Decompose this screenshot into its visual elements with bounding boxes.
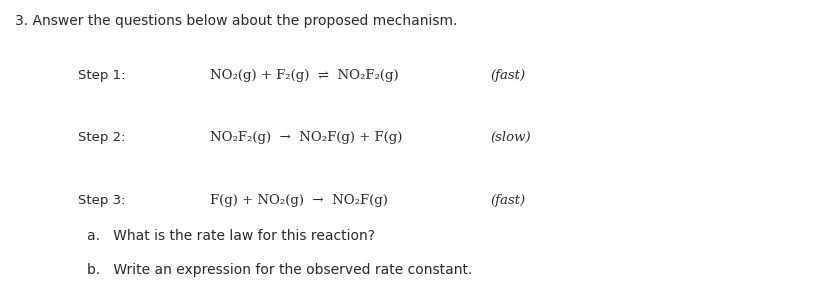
Text: b.   Write an expression for the observed rate constant.: b. Write an expression for the observed …: [87, 263, 472, 277]
Text: (fast): (fast): [491, 69, 526, 82]
Text: Step 3:: Step 3:: [78, 194, 126, 207]
Text: a.   What is the rate law for this reaction?: a. What is the rate law for this reactio…: [87, 229, 375, 243]
Text: NO₂(g) + F₂(g)  ⇌  NO₂F₂(g): NO₂(g) + F₂(g) ⇌ NO₂F₂(g): [210, 69, 399, 82]
Text: 3. Answer the questions below about the proposed mechanism.: 3. Answer the questions below about the …: [15, 14, 457, 28]
Text: Step 2:: Step 2:: [78, 131, 126, 144]
Text: F(g) + NO₂(g)  →  NO₂F(g): F(g) + NO₂(g) → NO₂F(g): [210, 194, 389, 207]
Text: (fast): (fast): [491, 194, 526, 207]
Text: Step 1:: Step 1:: [78, 69, 126, 82]
Text: NO₂F₂(g)  →  NO₂F(g) + F(g): NO₂F₂(g) → NO₂F(g) + F(g): [210, 131, 403, 144]
Text: (slow): (slow): [491, 131, 531, 144]
